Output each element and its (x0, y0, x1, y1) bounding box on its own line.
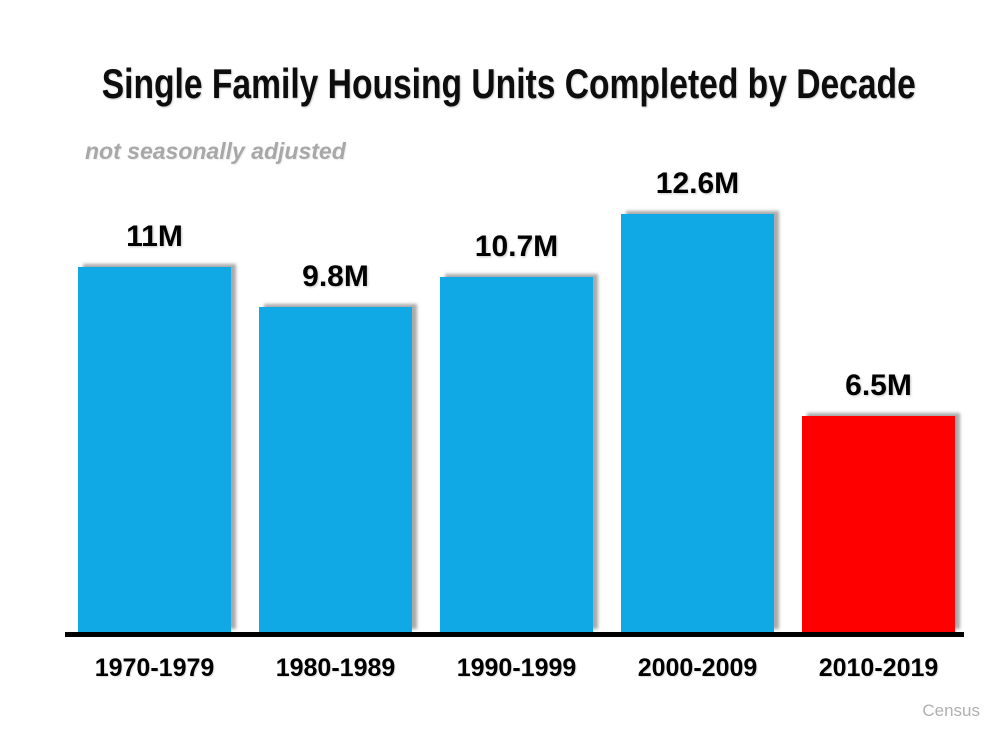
category-label-2010-2019: 2010-2019 (818, 654, 939, 682)
category-label-1970-1979: 1970-1979 (94, 654, 215, 682)
page-title: Single Family Housing Units Completed by… (0, 60, 1000, 108)
category-label-2000-2009: 2000-2009 (637, 654, 758, 682)
bar-1970-1979 (78, 267, 231, 632)
value-label-1980-1989: 9.8M (302, 260, 369, 293)
value-label-1990-1999: 10.7M (474, 230, 559, 263)
bar-1990-1999 (440, 277, 593, 632)
bar-2010-2019 (802, 416, 955, 632)
chart-subtitle: not seasonally adjusted (85, 138, 346, 164)
value-label-2010-2019: 6.5M (845, 369, 912, 402)
value-label-2000-2009: 12.6M (655, 167, 740, 200)
value-label-1970-1979: 11M (126, 220, 183, 253)
bar-2000-2009 (621, 214, 774, 632)
category-label-1980-1989: 1980-1989 (275, 654, 396, 682)
chart-title: Single Family Housing Units Completed by… (101, 60, 916, 107)
bar-1980-1989 (259, 307, 412, 632)
category-label-1990-1999: 1990-1999 (456, 654, 577, 682)
source-label: Census (922, 701, 980, 720)
x-axis-line (65, 632, 964, 637)
